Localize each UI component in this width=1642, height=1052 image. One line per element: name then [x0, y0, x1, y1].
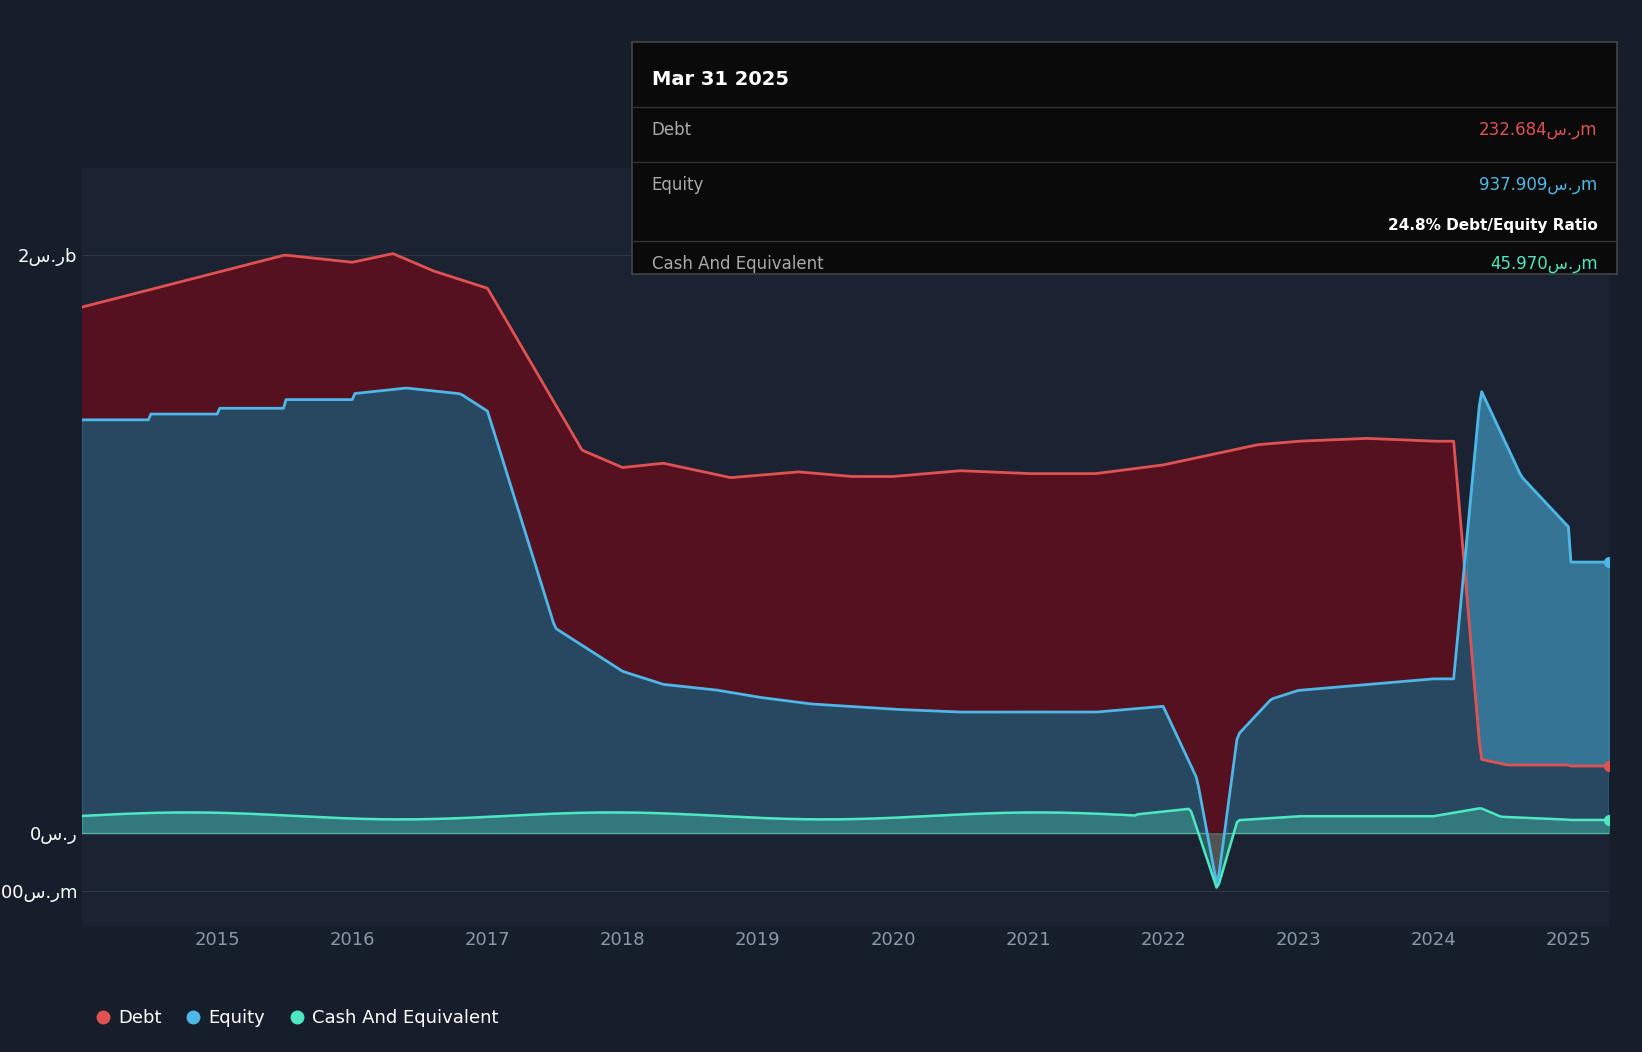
Text: Mar 31 2025: Mar 31 2025: [652, 69, 788, 88]
Legend: Debt, Equity, Cash And Equivalent: Debt, Equity, Cash And Equivalent: [90, 1002, 506, 1034]
Text: Equity: Equity: [652, 177, 704, 195]
Text: 232.684س.رm: 232.684س.رm: [1479, 121, 1598, 139]
Text: 45.970س.رm: 45.970س.رm: [1489, 255, 1598, 274]
Text: 24.8% Debt/Equity Ratio: 24.8% Debt/Equity Ratio: [1387, 218, 1598, 232]
Text: Debt: Debt: [652, 121, 691, 139]
Text: 937.909س.رm: 937.909س.رm: [1479, 177, 1598, 195]
Text: Cash And Equivalent: Cash And Equivalent: [652, 255, 824, 274]
